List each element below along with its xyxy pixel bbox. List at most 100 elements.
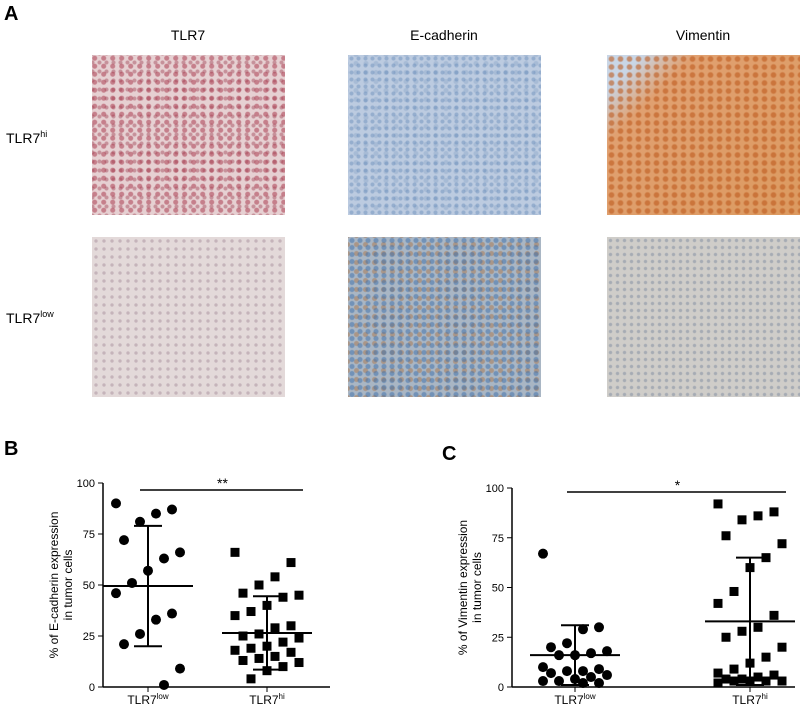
row-label: TLR7hi [6, 129, 47, 146]
data-point [546, 642, 556, 653]
data-point [238, 588, 248, 598]
data-point [761, 676, 771, 686]
x-tick-label: TLR7hi [732, 692, 768, 707]
data-point [135, 516, 145, 527]
data-point [713, 598, 723, 608]
data-point [761, 553, 771, 563]
y-tick-label: 75 [83, 529, 95, 541]
row-label-base: TLR7 [6, 310, 40, 326]
data-point [594, 678, 604, 689]
data-point [246, 643, 256, 653]
micrograph [607, 55, 800, 215]
data-point [246, 674, 256, 684]
column-label: Vimentin [676, 27, 730, 43]
micrograph [348, 55, 541, 215]
y-axis-label: % of E-cadherin expressionin tumor cells [47, 512, 75, 659]
x-tick-label: TLR7hi [249, 692, 285, 707]
data-point [729, 676, 739, 686]
significance-label: ** [217, 475, 228, 491]
data-point [777, 642, 787, 652]
y-tick-label: 0 [89, 682, 95, 694]
micrograph [92, 55, 285, 215]
x-tick-label-base: TLR7 [554, 693, 584, 707]
data-point [721, 674, 731, 684]
data-point [546, 668, 556, 679]
data-point [286, 621, 296, 631]
data-point [578, 666, 588, 677]
data-point [721, 632, 731, 642]
data-point [167, 504, 177, 515]
data-point [769, 610, 779, 620]
data-point [159, 553, 169, 564]
data-point [753, 511, 763, 521]
data-point [111, 498, 121, 509]
x-tick-label: TLR7low [554, 692, 596, 707]
data-point [594, 622, 604, 633]
x-tick-label-sup: low [584, 692, 596, 701]
data-point [713, 668, 723, 678]
data-point [737, 515, 747, 525]
data-point [175, 663, 185, 674]
data-point [769, 670, 779, 680]
data-point [278, 662, 288, 672]
micrograph [607, 237, 800, 397]
data-point [721, 531, 731, 541]
y-tick-label: 100 [77, 478, 95, 490]
data-point [769, 507, 779, 517]
y-axis-label-line: % of Vimentin expression [456, 520, 470, 655]
data-point [538, 662, 548, 673]
x-tick-label-sup: low [157, 692, 169, 701]
data-point [594, 664, 604, 675]
data-point [586, 648, 596, 659]
column-label: TLR7 [171, 27, 205, 43]
data-point [238, 655, 248, 665]
data-point [538, 548, 548, 559]
column-label: E-cadherin [410, 27, 478, 43]
row-label-sup: hi [40, 129, 47, 139]
y-axis-label-line: % of E-cadherin expression [47, 512, 61, 659]
data-point [294, 658, 304, 668]
micrograph [92, 237, 285, 397]
x-tick-label-sup: hi [279, 692, 285, 701]
y-tick-label: 50 [83, 580, 95, 592]
data-point [777, 676, 787, 686]
y-axis-label: % of Vimentin expressionin tumor cells [456, 520, 484, 655]
y-axis-label-line: in tumor cells [61, 550, 75, 621]
data-point [777, 539, 787, 549]
data-point [167, 608, 177, 619]
data-point [111, 588, 121, 599]
data-point [119, 535, 129, 546]
data-point [729, 664, 739, 674]
data-point [262, 666, 272, 676]
data-point [294, 590, 304, 600]
micrograph [348, 237, 541, 397]
data-point [230, 547, 240, 557]
data-point [151, 614, 161, 625]
x-tick-label-sup: hi [762, 692, 768, 701]
data-point [230, 645, 240, 655]
data-point [254, 580, 264, 590]
data-point [278, 637, 288, 647]
data-point [159, 679, 169, 690]
data-point [270, 572, 280, 582]
data-point [230, 611, 240, 621]
data-point [602, 670, 612, 681]
data-point [254, 653, 264, 663]
data-point [737, 674, 747, 684]
data-point [270, 623, 280, 633]
data-point [238, 631, 248, 641]
y-tick-label: 75 [492, 533, 504, 545]
data-point [753, 672, 763, 682]
data-point [254, 629, 264, 639]
significance-label: * [675, 477, 681, 493]
panel-label: B [4, 438, 18, 460]
data-point [246, 607, 256, 617]
data-point [602, 646, 612, 657]
data-point [713, 499, 723, 509]
data-point [562, 666, 572, 677]
data-point [737, 626, 747, 636]
x-tick-label: TLR7low [127, 692, 169, 707]
y-tick-label: 100 [486, 483, 504, 495]
